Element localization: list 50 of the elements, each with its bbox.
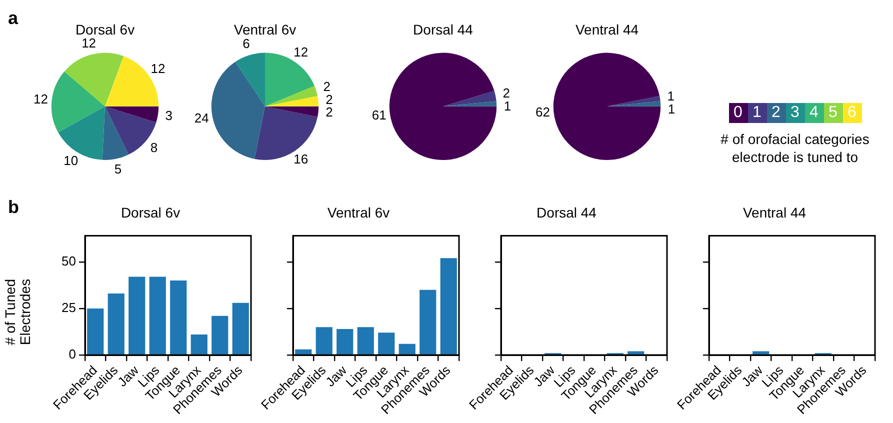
chart-title: Dorsal 44	[536, 204, 597, 220]
bar	[378, 332, 395, 354]
data-label: 10	[64, 152, 78, 168]
y-tick-label: 0	[68, 346, 76, 362]
bar	[128, 276, 146, 354]
data-label: 6	[242, 36, 250, 52]
chart-title: Ventral 6v	[327, 204, 390, 220]
bar	[316, 327, 332, 354]
data-label: 2	[502, 85, 510, 100]
bar	[336, 328, 354, 354]
data-label: 62	[535, 104, 550, 120]
chart-title: Dorsal 44	[413, 21, 474, 38]
chart-title: Ventral 44	[742, 204, 806, 220]
bar	[212, 316, 228, 354]
data-label: 8	[150, 140, 158, 156]
y-axis-title: # of Tuned Electrodes	[2, 278, 33, 348]
data-label: 1	[667, 88, 675, 104]
data-label: 12	[33, 91, 48, 106]
data-label: 3	[165, 108, 172, 123]
data-label: 12	[82, 35, 96, 50]
data-label: 2	[323, 79, 330, 94]
data-label: 61	[372, 107, 386, 122]
text: b	[8, 197, 19, 218]
data-label: 16	[294, 152, 308, 167]
bar	[357, 327, 374, 354]
chart-title: Dorsal 6v	[75, 21, 135, 38]
data-label: 12	[150, 61, 166, 76]
chart-title: Ventral 6v	[234, 21, 296, 38]
data-label: 5	[114, 161, 122, 176]
data-label: 1	[668, 102, 676, 116]
bar	[170, 280, 187, 354]
text: a	[8, 8, 18, 29]
data-label: 24	[194, 110, 209, 126]
y-tick-label: 25	[62, 300, 76, 316]
legend-label: 6	[848, 103, 862, 123]
bar	[149, 276, 166, 354]
bar	[420, 290, 436, 354]
data-label: 12	[294, 44, 308, 60]
legend-title: # of orofacial categories electrode is tuned to	[720, 130, 870, 166]
bar	[440, 258, 457, 354]
bar	[108, 294, 124, 354]
bar	[190, 334, 208, 354]
bar	[295, 349, 312, 354]
chart-title: Ventral 44	[575, 21, 639, 38]
y-tick-label: 50	[62, 253, 76, 268]
bar	[398, 344, 416, 354]
chart-title: Dorsal 6v	[120, 204, 180, 220]
data-label: 1	[504, 98, 512, 114]
bar	[232, 302, 249, 354]
bar	[87, 308, 104, 354]
